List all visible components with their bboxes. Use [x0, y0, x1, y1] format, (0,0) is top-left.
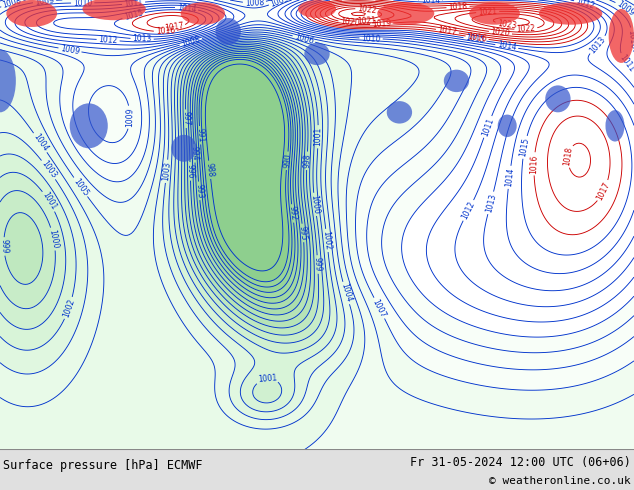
Text: 996: 996: [186, 164, 195, 179]
Text: 1022: 1022: [516, 24, 536, 34]
Text: 1011: 1011: [480, 116, 495, 137]
Text: 997: 997: [181, 111, 191, 126]
Text: 1009: 1009: [269, 0, 290, 8]
Ellipse shape: [469, 2, 520, 25]
Text: 1006: 1006: [294, 32, 314, 46]
Text: 1015: 1015: [123, 8, 144, 22]
Text: 1014: 1014: [496, 41, 517, 52]
Text: 1001: 1001: [313, 127, 323, 147]
Text: 1023: 1023: [496, 19, 517, 30]
Ellipse shape: [377, 2, 434, 25]
Text: 1018: 1018: [562, 146, 574, 167]
Text: 994: 994: [190, 146, 200, 161]
Text: Surface pressure [hPa] ECMWF: Surface pressure [hPa] ECMWF: [3, 459, 203, 472]
Text: 992: 992: [287, 206, 298, 221]
Text: 995: 995: [298, 225, 308, 241]
Text: 1016: 1016: [155, 26, 175, 36]
Text: 1001: 1001: [40, 191, 58, 212]
Text: 1013: 1013: [588, 35, 607, 55]
Ellipse shape: [298, 0, 336, 18]
Text: 990: 990: [282, 153, 292, 169]
Text: 988: 988: [204, 162, 215, 177]
Text: Fr 31-05-2024 12:00 UTC (06+06): Fr 31-05-2024 12:00 UTC (06+06): [410, 456, 631, 469]
Ellipse shape: [6, 0, 57, 27]
Text: 1012: 1012: [460, 200, 477, 221]
Text: 1020: 1020: [340, 17, 360, 28]
Ellipse shape: [70, 103, 108, 148]
Text: 1017: 1017: [164, 22, 184, 33]
Text: 1015: 1015: [465, 33, 485, 45]
Ellipse shape: [539, 2, 602, 25]
Ellipse shape: [82, 0, 146, 20]
Text: 1008: 1008: [2, 0, 23, 10]
Text: 1000: 1000: [48, 228, 60, 249]
Ellipse shape: [444, 70, 469, 92]
Text: 1018: 1018: [448, 2, 468, 12]
Ellipse shape: [609, 9, 634, 63]
Text: 999: 999: [0, 239, 9, 254]
Text: 1011: 1011: [124, 0, 143, 9]
Text: 1014: 1014: [176, 2, 197, 14]
Text: 1003: 1003: [39, 159, 58, 180]
Text: 1009: 1009: [125, 107, 134, 127]
Text: 1013: 1013: [133, 34, 152, 44]
Text: 1001: 1001: [257, 373, 277, 384]
Text: 1007: 1007: [371, 297, 388, 318]
Ellipse shape: [171, 135, 197, 162]
Text: 1008: 1008: [245, 0, 264, 8]
Text: 1010: 1010: [73, 0, 93, 7]
Text: 993: 993: [194, 183, 204, 198]
Text: 1020: 1020: [490, 27, 510, 38]
Text: 1021: 1021: [478, 7, 498, 17]
Text: 1013: 1013: [484, 193, 498, 213]
Text: 1021: 1021: [357, 16, 377, 26]
Text: 999: 999: [313, 257, 323, 272]
Text: 1004: 1004: [339, 282, 353, 304]
Ellipse shape: [304, 43, 330, 65]
Text: 1010: 1010: [361, 33, 381, 44]
Text: 998: 998: [302, 153, 312, 168]
Ellipse shape: [498, 115, 517, 137]
Ellipse shape: [181, 2, 225, 25]
Text: 1022: 1022: [357, 3, 377, 15]
Ellipse shape: [605, 110, 624, 142]
Text: 1003: 1003: [161, 161, 172, 181]
Text: 1012: 1012: [98, 35, 118, 45]
Text: 1009: 1009: [34, 0, 55, 7]
Text: 991: 991: [195, 128, 205, 143]
Text: 1014: 1014: [504, 167, 515, 187]
Text: 1014: 1014: [421, 0, 440, 5]
Text: 1002: 1002: [321, 230, 332, 250]
Text: 1008: 1008: [180, 35, 202, 49]
Text: 1016: 1016: [529, 154, 539, 173]
Text: 1005: 1005: [71, 176, 90, 197]
Text: © weatheronline.co.uk: © weatheronline.co.uk: [489, 476, 631, 486]
Text: 1012: 1012: [575, 0, 596, 11]
Text: 1016: 1016: [467, 32, 488, 44]
Text: 1017: 1017: [437, 25, 458, 37]
Ellipse shape: [545, 85, 571, 112]
Text: 1002: 1002: [61, 297, 76, 318]
Text: 1004: 1004: [31, 132, 49, 153]
Text: 1000: 1000: [309, 194, 321, 215]
Ellipse shape: [0, 49, 16, 112]
Text: 1009: 1009: [60, 44, 81, 56]
Text: 1019: 1019: [372, 19, 392, 29]
Text: 1017: 1017: [595, 180, 612, 201]
Text: 1011: 1011: [618, 53, 634, 74]
Text: 1009: 1009: [615, 0, 634, 18]
Text: 1010: 1010: [626, 29, 634, 49]
Text: 1015: 1015: [519, 137, 531, 158]
Ellipse shape: [387, 101, 412, 123]
Ellipse shape: [216, 18, 241, 45]
